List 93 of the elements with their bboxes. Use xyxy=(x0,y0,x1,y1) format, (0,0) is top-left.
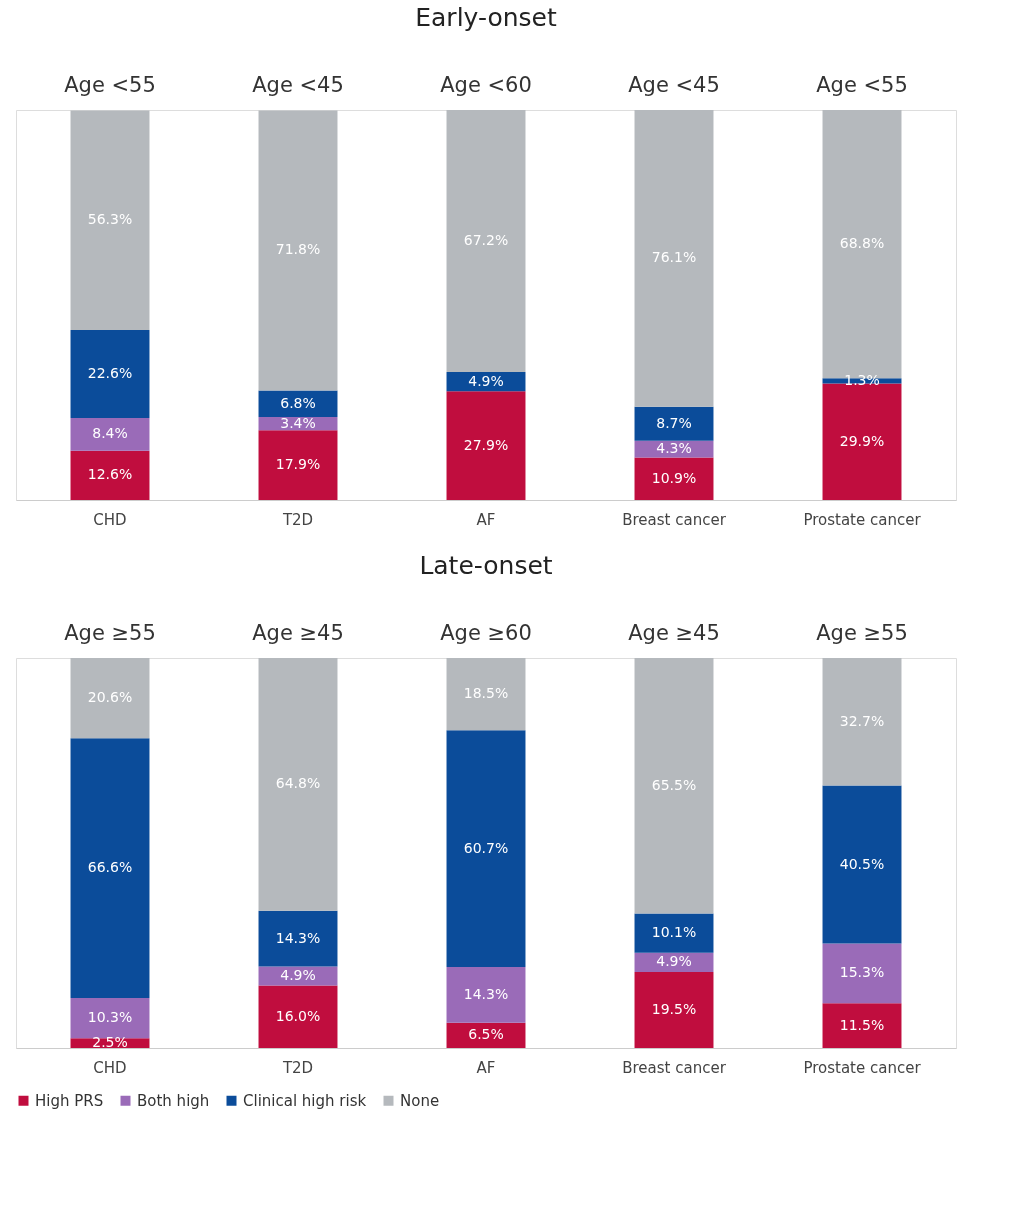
bar xyxy=(634,457,714,500)
text: Age <55 xyxy=(816,73,908,97)
x-tick-label: AF xyxy=(476,1058,496,1077)
x-tick-label: AF xyxy=(476,510,496,529)
data-label: 60.7% xyxy=(463,839,509,856)
data-label: 65.5% xyxy=(651,776,697,793)
legend-label: None xyxy=(400,1091,440,1110)
bar xyxy=(258,658,338,911)
data-label: 14.3% xyxy=(275,929,321,946)
text: Age ≥55 xyxy=(64,621,156,645)
data-label: 4.9% xyxy=(656,953,692,970)
legend-label: Both high xyxy=(137,1091,210,1110)
bar xyxy=(70,110,150,330)
bar xyxy=(70,418,150,451)
text: Age ≥45 xyxy=(252,621,344,645)
bar xyxy=(634,658,714,914)
text: Age ≥60 xyxy=(440,621,532,645)
data-label: 4.9% xyxy=(280,967,316,984)
x-tick-label: CHD xyxy=(93,510,127,529)
chart-title: Late-onset xyxy=(419,551,553,580)
data-label: 22.6% xyxy=(87,365,133,382)
data-label: 8.7% xyxy=(656,414,692,431)
data-label: 11.5% xyxy=(839,1016,885,1033)
bar xyxy=(258,390,338,417)
data-label: 10.3% xyxy=(87,1009,133,1026)
bar xyxy=(70,329,150,419)
bar xyxy=(446,110,526,373)
bar xyxy=(258,985,338,1048)
x-tick-label: CHD xyxy=(93,1058,127,1077)
text: Age <60 xyxy=(440,73,532,97)
data-label: 64.8% xyxy=(275,775,321,792)
bar xyxy=(446,966,526,1023)
legend-label: Clinical high risk xyxy=(243,1091,367,1110)
data-label: 27.9% xyxy=(463,436,509,453)
data-label: 76.1% xyxy=(651,249,697,266)
bar xyxy=(70,450,150,500)
data-label: 2.5% xyxy=(92,1034,128,1051)
text: Age <55 xyxy=(64,73,156,97)
bar xyxy=(822,943,902,1004)
bar xyxy=(258,430,338,500)
bar xyxy=(258,966,338,986)
bar xyxy=(446,658,526,731)
bar xyxy=(822,658,902,786)
text: Age <45 xyxy=(628,73,720,97)
data-label: 6.5% xyxy=(468,1026,504,1043)
data-label: 19.5% xyxy=(651,1000,697,1017)
data-label: 15.3% xyxy=(839,964,885,981)
data-label: 6.8% xyxy=(280,394,316,411)
bar xyxy=(446,730,526,967)
bar xyxy=(634,971,714,1048)
x-tick-label: Breast cancer xyxy=(622,1058,727,1077)
bar xyxy=(70,658,150,739)
x-tick-label: Prostate cancer xyxy=(803,1058,922,1077)
legend-label: High PRS xyxy=(35,1091,104,1110)
bar xyxy=(822,383,902,500)
x-tick-label: Breast cancer xyxy=(622,510,727,529)
bar xyxy=(446,391,526,500)
data-label: 20.6% xyxy=(87,689,133,706)
data-label: 12.6% xyxy=(87,466,133,483)
data-label: 8.4% xyxy=(92,425,128,442)
data-label: 17.9% xyxy=(275,456,321,473)
chart-title: Early-onset xyxy=(415,3,557,32)
data-label: 29.9% xyxy=(839,432,885,449)
bar xyxy=(822,785,902,944)
x-tick-label: T2D xyxy=(281,1058,314,1077)
data-label: 3.4% xyxy=(280,414,316,431)
bar xyxy=(822,1003,902,1048)
bar xyxy=(70,998,150,1039)
data-label: 56.3% xyxy=(87,211,133,228)
data-label: 10.9% xyxy=(651,469,697,486)
bar xyxy=(70,738,150,999)
data-label: 14.3% xyxy=(463,985,509,1002)
data-label: 4.9% xyxy=(468,372,504,389)
data-label: 66.6% xyxy=(87,859,133,876)
bar xyxy=(634,913,714,953)
data-label: 68.8% xyxy=(839,235,885,252)
x-tick-label: Prostate cancer xyxy=(803,510,922,529)
text: Age ≥45 xyxy=(628,621,720,645)
data-label: 40.5% xyxy=(839,855,885,872)
bar xyxy=(258,910,338,967)
x-tick-label: T2D xyxy=(281,510,314,529)
data-label: 67.2% xyxy=(463,232,509,249)
text: Age <45 xyxy=(252,73,344,97)
bar xyxy=(634,110,714,407)
data-label: 4.3% xyxy=(656,440,692,457)
data-label: 16.0% xyxy=(275,1007,321,1024)
bar xyxy=(258,110,338,391)
bar xyxy=(634,406,714,441)
text: Age ≥55 xyxy=(816,621,908,645)
data-label: 18.5% xyxy=(463,685,509,702)
data-label: 32.7% xyxy=(839,712,885,729)
data-label: 10.1% xyxy=(651,924,697,941)
data-label: 71.8% xyxy=(275,241,321,258)
